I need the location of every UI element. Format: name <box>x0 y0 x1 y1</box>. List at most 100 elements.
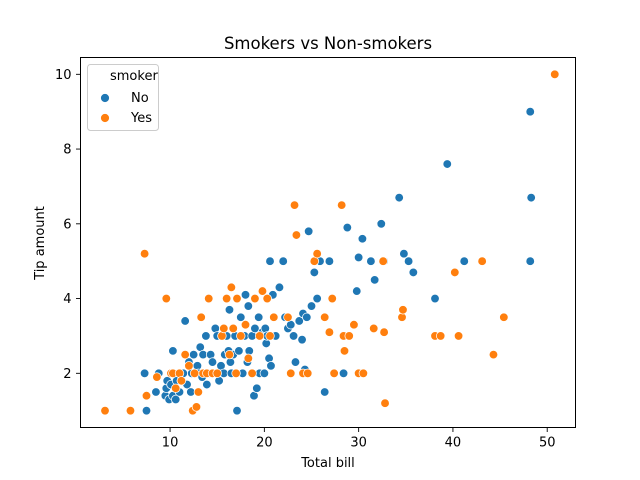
data-point-no-55 <box>243 301 254 311</box>
y-tick-label-2: 2 <box>63 367 71 382</box>
data-point-yes-42 <box>286 368 296 378</box>
data-point-yes-31 <box>236 331 246 341</box>
data-point-yes-35 <box>250 293 260 304</box>
data-point-yes-36 <box>254 331 265 341</box>
data-point-no-82 <box>297 334 307 345</box>
data-point-yes-17 <box>196 312 206 322</box>
data-point-no-108 <box>442 159 452 169</box>
data-point-no-43 <box>224 305 235 315</box>
data-point-yes-10 <box>176 376 187 386</box>
data-point-no-70 <box>266 361 276 371</box>
data-point-yes-4 <box>152 372 162 382</box>
data-point-yes-55 <box>339 346 350 356</box>
data-point-yes-20 <box>204 293 214 304</box>
data-point-yes-67 <box>435 331 446 341</box>
data-point-no-105 <box>403 256 414 266</box>
data-point-yes-34 <box>247 368 257 378</box>
data-point-yes-70 <box>477 256 487 266</box>
data-point-no-103 <box>394 192 404 203</box>
data-point-yes-50 <box>324 327 335 337</box>
data-point-no-111 <box>526 192 536 203</box>
data-point-yes-28 <box>228 323 238 334</box>
data-point-yes-8 <box>171 383 181 393</box>
legend-marker-no <box>100 93 110 103</box>
data-point-no-92 <box>324 256 335 266</box>
data-point-yes-22 <box>212 368 222 378</box>
data-point-yes-68 <box>450 267 460 278</box>
data-point-yes-27 <box>226 282 237 293</box>
legend: smoker No Yes <box>87 64 159 131</box>
data-point-no-94 <box>338 368 349 378</box>
data-point-no-79 <box>288 331 299 341</box>
data-point-yes-49 <box>320 312 330 322</box>
data-point-yes-0 <box>100 406 110 416</box>
data-point-no-0 <box>139 368 150 378</box>
legend-label-no: No <box>131 91 149 106</box>
data-point-yes-56 <box>344 331 354 341</box>
data-point-no-21 <box>188 349 199 360</box>
data-point-yes-12 <box>184 361 194 371</box>
data-point-no-101 <box>376 219 386 229</box>
data-point-yes-65 <box>398 305 408 315</box>
data-point-yes-46 <box>303 368 313 378</box>
data-point-yes-62 <box>379 327 389 337</box>
x-tick-label-10: 10 <box>162 436 179 451</box>
data-point-yes-26 <box>224 349 235 360</box>
data-point-yes-11 <box>180 349 190 360</box>
data-point-no-99 <box>366 256 376 266</box>
data-point-no-61 <box>254 312 264 322</box>
data-point-no-98 <box>357 234 368 244</box>
data-point-yes-59 <box>358 368 369 378</box>
data-point-no-74 <box>274 282 285 293</box>
data-point-yes-25 <box>221 293 232 304</box>
data-point-no-9 <box>168 346 178 356</box>
data-point-yes-1 <box>125 406 136 416</box>
data-point-yes-39 <box>265 331 275 341</box>
data-point-yes-57 <box>349 320 359 330</box>
data-point-yes-29 <box>231 368 241 378</box>
data-point-no-29 <box>202 379 212 390</box>
data-point-no-11 <box>171 394 181 405</box>
data-point-no-69 <box>265 256 275 266</box>
data-point-yes-63 <box>380 398 390 408</box>
data-point-no-97 <box>353 252 364 263</box>
data-point-no-80 <box>290 357 301 367</box>
data-point-yes-32 <box>240 320 251 330</box>
data-point-no-64 <box>259 368 270 378</box>
data-point-yes-71 <box>488 349 499 360</box>
data-point-yes-73 <box>550 69 560 79</box>
data-point-no-53 <box>240 290 251 300</box>
data-point-yes-3 <box>141 391 152 401</box>
data-point-yes-24 <box>219 323 229 334</box>
data-point-no-32 <box>207 357 218 367</box>
x-tick-label-20: 20 <box>256 436 273 451</box>
x-tick-label-30: 30 <box>350 436 367 451</box>
y-tick-label-8: 8 <box>63 143 71 158</box>
data-point-no-96 <box>352 286 362 296</box>
data-point-no-112 <box>525 256 535 266</box>
y-axis-ticks: 2 4 6 8 10 <box>55 68 81 382</box>
data-point-no-28 <box>201 331 211 341</box>
data-point-no-1 <box>141 406 152 416</box>
data-point-no-60 <box>252 383 262 393</box>
data-point-no-48 <box>232 406 242 416</box>
data-point-yes-69 <box>453 331 464 341</box>
data-point-yes-53 <box>336 200 347 210</box>
data-point-no-50 <box>236 312 246 322</box>
data-point-yes-14 <box>189 368 200 378</box>
points-layer <box>100 69 560 416</box>
data-point-no-88 <box>309 267 320 278</box>
data-point-no-91 <box>320 387 330 397</box>
data-point-no-89 <box>312 293 322 304</box>
chart-title: Smokers vs Non-smokers <box>224 34 432 53</box>
data-point-no-85 <box>302 312 312 322</box>
data-point-yes-16 <box>193 387 204 397</box>
y-tick-label-6: 6 <box>63 217 71 232</box>
data-point-no-110 <box>525 107 535 117</box>
plot-frame <box>80 57 576 428</box>
data-point-no-106 <box>408 267 419 278</box>
data-point-no-59 <box>250 323 260 334</box>
data-point-no-104 <box>399 249 409 259</box>
data-point-yes-43 <box>289 200 300 210</box>
x-axis-label: Total bill <box>300 456 355 471</box>
